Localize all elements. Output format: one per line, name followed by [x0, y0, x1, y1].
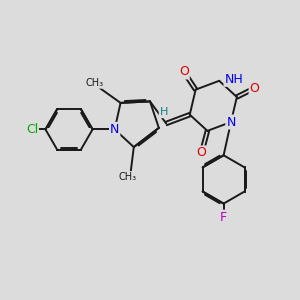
Text: N: N — [110, 123, 119, 136]
Text: CH₃: CH₃ — [119, 172, 137, 182]
Text: H: H — [160, 107, 168, 117]
Text: Cl: Cl — [26, 123, 38, 136]
Text: F: F — [220, 211, 227, 224]
Text: O: O — [250, 82, 260, 95]
Text: O: O — [196, 146, 206, 159]
Text: CH₃: CH₃ — [85, 78, 104, 88]
Text: NH: NH — [224, 73, 243, 86]
Text: O: O — [179, 65, 189, 79]
Text: N: N — [226, 116, 236, 128]
